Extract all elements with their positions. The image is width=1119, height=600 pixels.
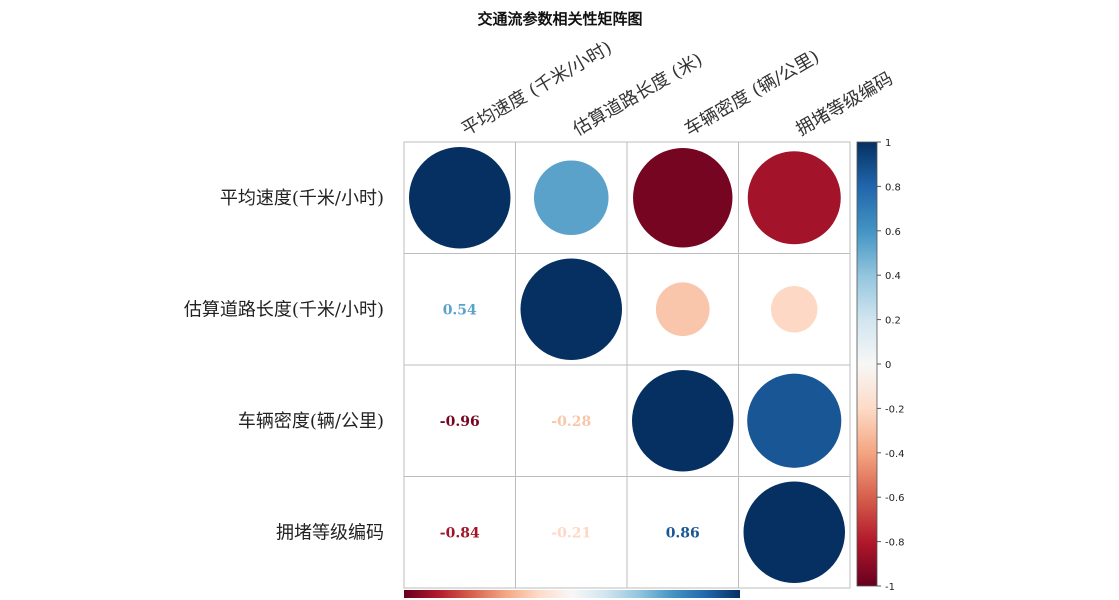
bottom-color-strip	[404, 590, 740, 598]
correlation-value: -0.21	[551, 525, 591, 541]
correlation-circle	[747, 373, 842, 468]
correlation-circle	[770, 285, 818, 333]
row-label: 平均速度(千米/小时)	[220, 188, 384, 209]
correlation-circle	[633, 148, 733, 248]
colorbar-tick-label: -1	[885, 582, 895, 593]
correlation-value: 0.54	[443, 302, 477, 318]
correlation-value: 0.86	[666, 525, 700, 541]
column-label: 拥堵等级编码	[793, 68, 897, 140]
colorbar: 1 0.8 0.6 0.4 0.2 0 -0.2 -0.4 -0.6 -0.8 -1	[856, 138, 905, 593]
colorbar-tick-label: 0.8	[885, 182, 901, 193]
chart-title: 交通流参数相关性矩阵图	[477, 10, 642, 28]
colorbar-gradient	[856, 141, 878, 587]
colorbar-tick-label: 0.6	[885, 227, 901, 238]
correlation-circle	[655, 282, 710, 337]
correlation-circle	[747, 151, 841, 245]
colorbar-tick-label: 0	[885, 360, 891, 371]
colorbar-tick-label: -0.4	[885, 449, 905, 460]
colorbar-tick-label: 0.2	[885, 316, 901, 327]
correlation-circle	[632, 370, 734, 472]
colorbar-ticks: 1 0.8 0.6 0.4 0.2 0 -0.2 -0.4 -0.6 -0.8 -1	[877, 138, 905, 593]
colorbar-tick-label: 1	[885, 138, 891, 149]
matrix-marks: 0.54 -0.96 -0.28 -0.84 -0.21 0.86	[409, 147, 845, 583]
correlation-circle	[743, 481, 845, 583]
correlation-circle	[533, 160, 609, 236]
column-labels: 平均速度 (千米/小时)估算道路长度 (米)车辆密度 (辆/公里)拥堵等级编码	[458, 37, 897, 140]
row-label: 车辆密度(辆/公里)	[238, 411, 384, 432]
correlation-value: -0.96	[440, 414, 480, 430]
colorbar-tick-label: -0.6	[885, 493, 905, 504]
colorbar-tick-label: -0.2	[885, 404, 905, 415]
correlation-circle	[409, 147, 511, 249]
correlation-value: -0.28	[551, 414, 591, 430]
row-label: 拥堵等级编码	[276, 522, 384, 543]
correlation-value: -0.84	[440, 525, 480, 541]
colorbar-tick-label: 0.4	[885, 271, 901, 282]
row-labels: 平均速度(千米/小时) 估算道路长度(千米/小时) 车辆密度(辆/公里) 拥堵等级编码	[184, 188, 384, 544]
matrix-cell	[738, 476, 851, 589]
matrix-grid	[403, 141, 851, 589]
correlation-circle	[520, 258, 622, 360]
row-label: 估算道路长度(千米/小时)	[184, 299, 384, 320]
colorbar-tick-label: -0.8	[885, 538, 905, 549]
